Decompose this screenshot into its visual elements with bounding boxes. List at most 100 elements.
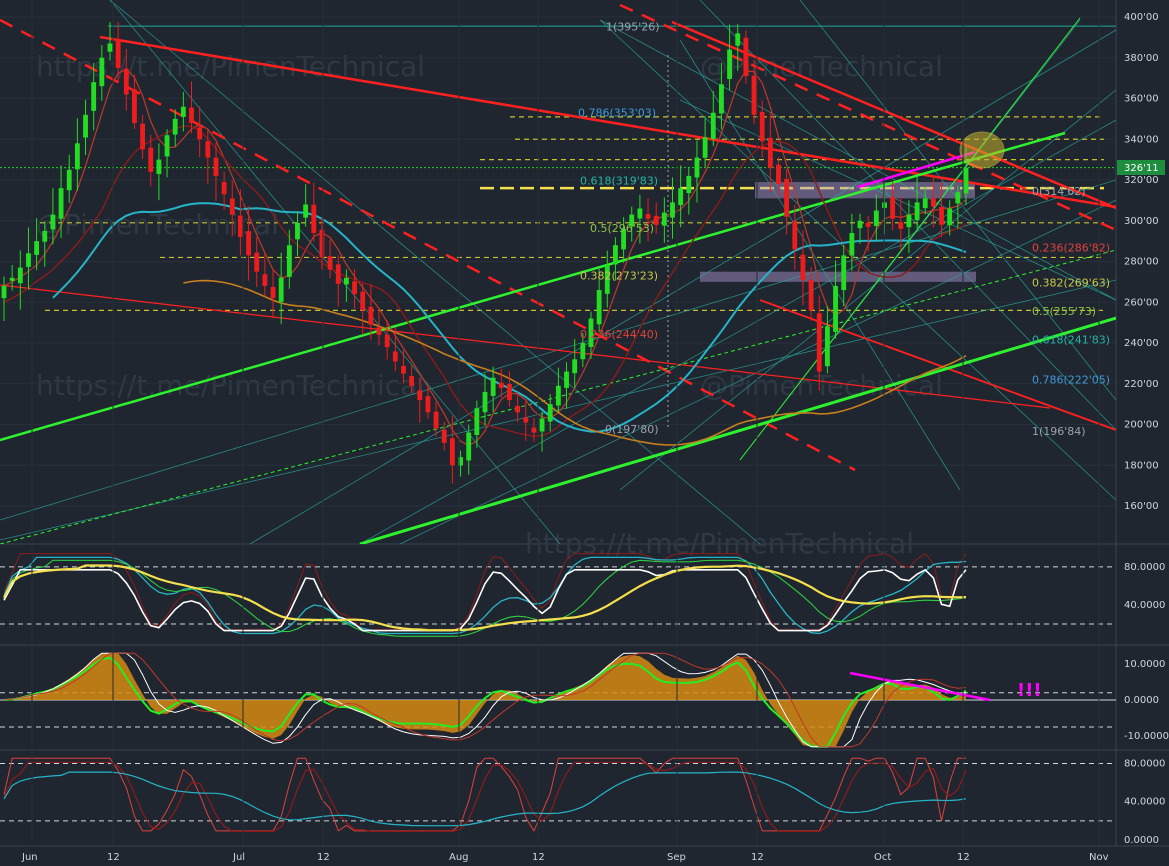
candle-body (588, 318, 594, 347)
candle-body (873, 210, 879, 226)
candle-body (686, 175, 692, 194)
time-tick: Aug (449, 852, 469, 863)
rsi-red (3, 757, 966, 832)
candle-body (580, 343, 586, 360)
candle-body (458, 457, 463, 466)
candle-body (180, 106, 186, 117)
candle-body (613, 245, 618, 265)
candle-body (914, 202, 920, 221)
osc-white (3, 568, 967, 632)
fib-label-upper: 0.382(273'23) (580, 269, 658, 282)
fib-label-upper: 0.618(319'83) (580, 174, 658, 187)
price-tick: 380'00 (1124, 53, 1159, 64)
candle-body (531, 427, 537, 433)
candle-body (91, 82, 97, 111)
candle-body (9, 277, 15, 281)
time-tick: 12 (751, 852, 764, 863)
candle-body (42, 230, 48, 242)
candle-body (115, 39, 121, 68)
candle-body (539, 418, 545, 432)
price-tick: 400'00 (1124, 12, 1159, 23)
candle-body (327, 256, 333, 270)
candle-body (50, 214, 56, 230)
ma-long (183, 279, 967, 446)
candle-body (523, 417, 529, 423)
candle-body (849, 232, 855, 256)
last-price-tag (1117, 160, 1165, 175)
time-tick: 12 (317, 852, 330, 863)
fib-label-right: 0.786(222'05) (1032, 374, 1110, 387)
candle-body (246, 231, 252, 256)
range-box-lower (700, 271, 976, 282)
watermark-url-3: https://t.me/PimenTechnical (525, 527, 914, 560)
resistance-dashed-2 (619, 3, 1116, 232)
divergence-line-price (857, 150, 976, 189)
candle-body (433, 411, 439, 429)
candle-body (17, 267, 23, 284)
candle-body (26, 253, 31, 267)
candle-body (83, 114, 88, 138)
candle-body (270, 286, 276, 299)
candle-body (833, 285, 838, 332)
candle-body (661, 212, 667, 226)
candle-body (751, 75, 757, 115)
candle-body (735, 33, 741, 46)
candle-body (922, 198, 928, 209)
candle-body (955, 192, 961, 204)
candle-body (637, 208, 643, 219)
candle-body (1, 285, 7, 299)
candle-body (425, 396, 431, 413)
candle-body (930, 198, 936, 207)
fib-label-upper: 1(395'26) (606, 21, 660, 34)
candle-body (621, 228, 627, 250)
time-tick: 12 (532, 852, 545, 863)
candle-body (34, 241, 40, 255)
candle-body (335, 264, 341, 284)
price-tick: 360'00 (1124, 94, 1159, 105)
candle-body (107, 43, 113, 52)
candle-body (792, 220, 798, 250)
candle-body (254, 252, 260, 272)
time-tick: 12 (107, 852, 120, 863)
candle-body (172, 118, 178, 135)
last-price-label: 326'11 (1124, 163, 1159, 174)
fib-label-right: 0.236(286'82) (1032, 242, 1110, 255)
candle-body (156, 159, 162, 175)
fan-line (249, 29, 1116, 544)
candle-body (507, 384, 512, 401)
price-tick: 160'00 (1124, 501, 1159, 512)
osc-tick: 40.0000 (1124, 600, 1165, 611)
candle-body (776, 164, 781, 185)
candle-body (58, 188, 64, 219)
candle-body (718, 84, 724, 114)
fib-label-upper: 0.5(296'53) (590, 222, 654, 235)
momentum-red (3, 652, 967, 748)
candle-body (286, 245, 292, 277)
candle-body (221, 182, 227, 195)
price-axis-bg (1116, 0, 1169, 866)
candle-body (865, 222, 871, 227)
price-tick: 240'00 (1124, 338, 1159, 349)
candle-body (498, 382, 504, 388)
candle-body (197, 127, 203, 140)
fan-line (679, 39, 961, 491)
candle-body (384, 334, 390, 348)
candle-body (441, 429, 447, 443)
time-tick: Nov (1089, 852, 1109, 863)
candle-body (482, 391, 488, 413)
ma-fast (3, 68, 967, 446)
candle-body (596, 290, 602, 325)
momentum-tick: -10.0000 (1124, 731, 1169, 742)
candle-body (604, 265, 610, 294)
fib-label-upper: 0.786(353'03) (578, 107, 656, 120)
candle-body (629, 214, 635, 227)
divergence-alert: !!! (1017, 680, 1042, 701)
candle-body (449, 438, 455, 466)
watermark-handle-1: @PimenTechnical (700, 50, 943, 83)
momentum-tick: 10.0000 (1124, 659, 1165, 670)
resistance-line-main (99, 35, 1116, 209)
candle-body (376, 327, 382, 335)
fan-line (599, 19, 1116, 301)
momentum-pane (0, 652, 1116, 748)
